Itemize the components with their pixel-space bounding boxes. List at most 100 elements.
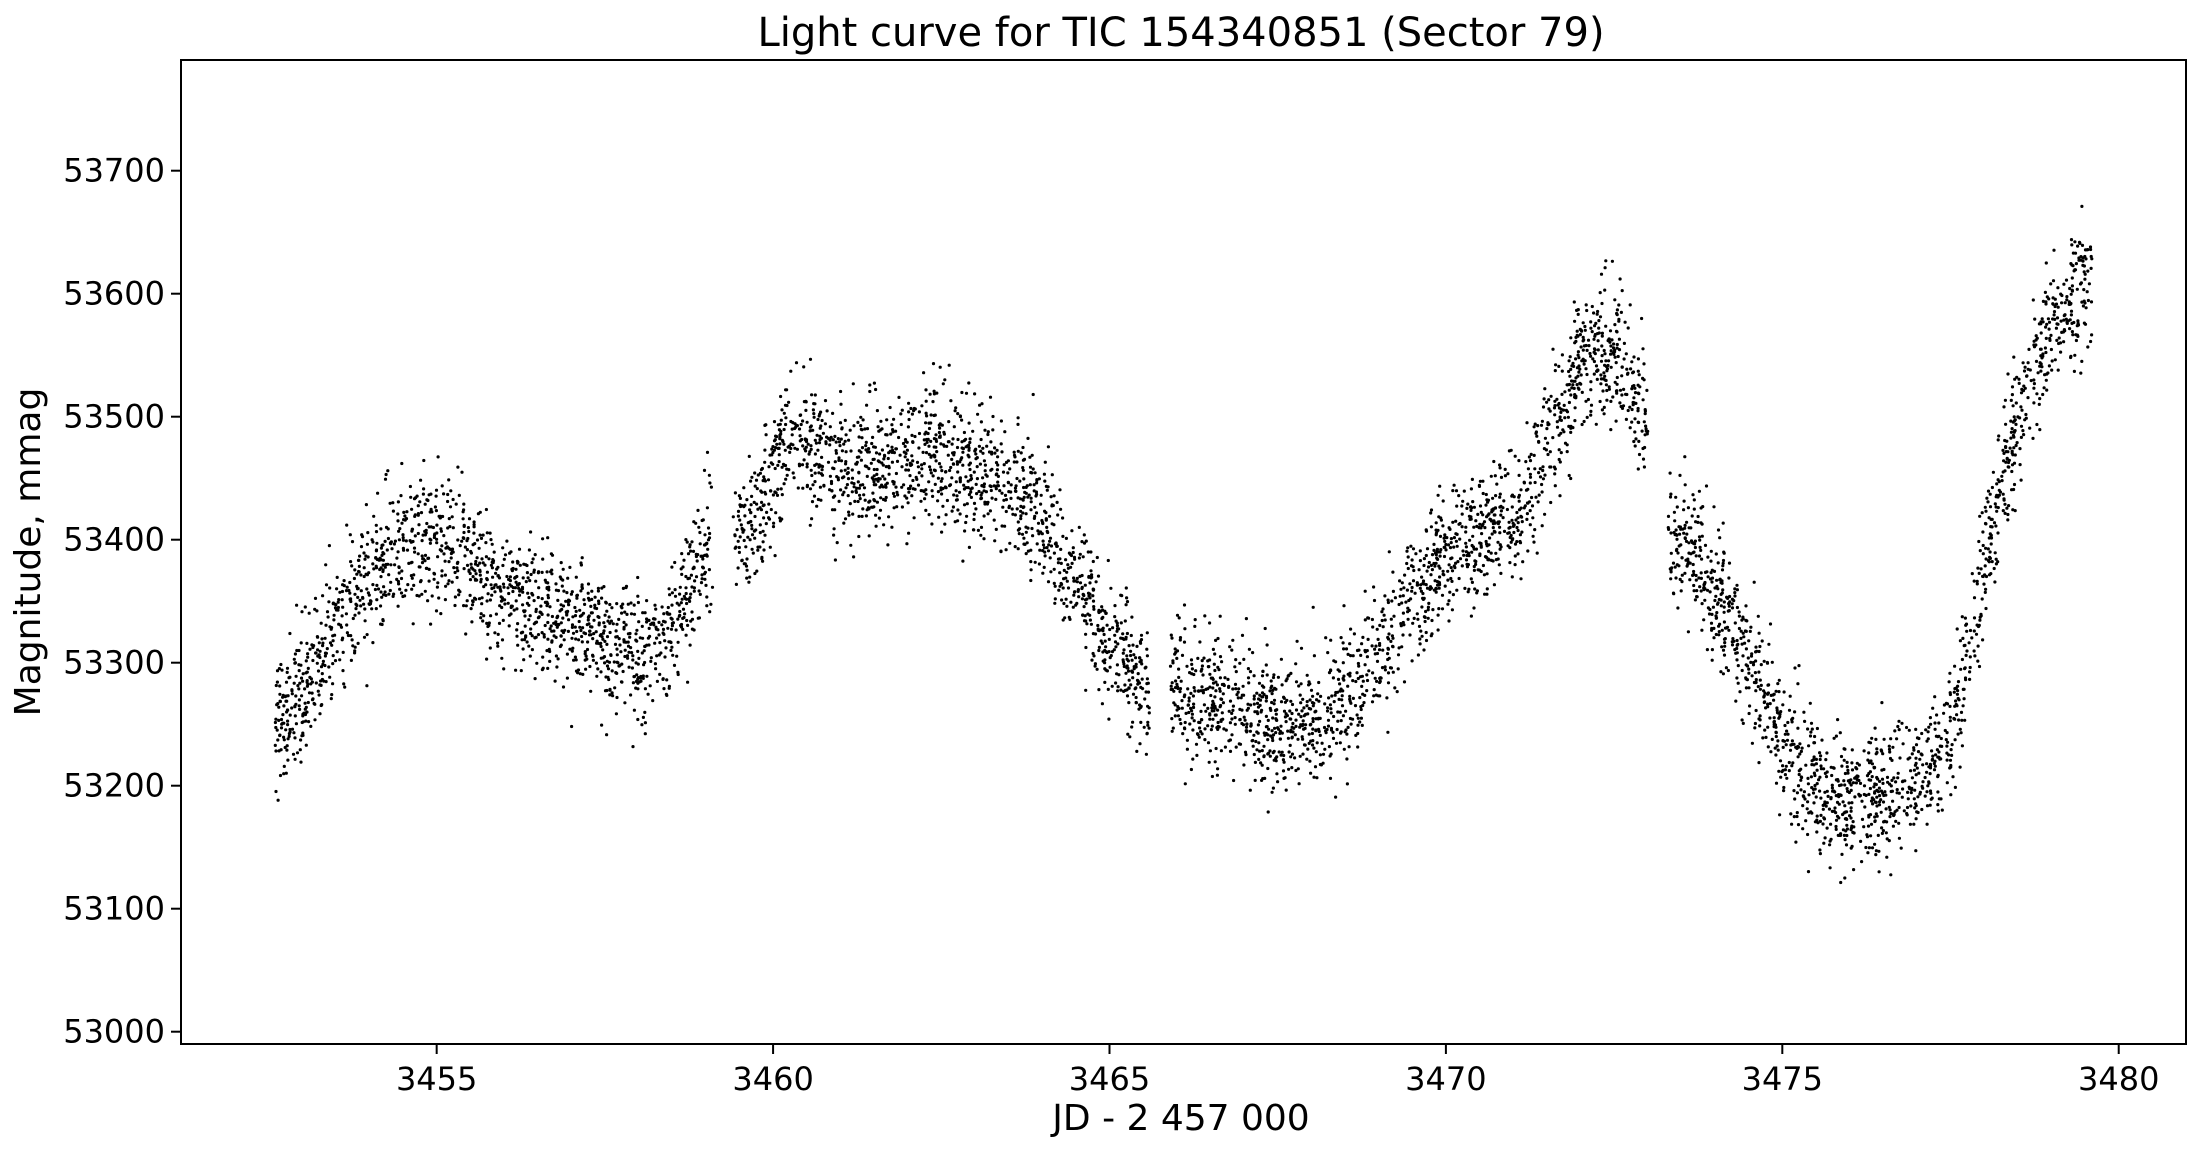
data-point	[1507, 520, 1511, 524]
data-point	[634, 661, 638, 665]
data-point	[1271, 738, 1275, 743]
data-point	[976, 412, 980, 416]
data-point	[1620, 406, 1625, 410]
data-point	[1918, 757, 1922, 761]
data-point	[1390, 634, 1394, 638]
data-point	[669, 616, 673, 620]
data-point	[278, 773, 283, 778]
data-point	[1101, 626, 1105, 630]
data-point	[1722, 605, 1726, 609]
data-point	[789, 446, 793, 451]
data-point	[1517, 459, 1521, 463]
data-point	[1297, 712, 1301, 716]
data-point	[771, 445, 775, 449]
data-point	[483, 563, 487, 567]
data-point	[361, 596, 365, 600]
data-point	[1429, 511, 1433, 515]
data-point	[566, 629, 571, 634]
data-point	[1512, 530, 1516, 535]
data-point	[767, 502, 771, 506]
data-point	[324, 623, 328, 627]
data-point	[589, 633, 593, 637]
data-point	[676, 617, 680, 621]
data-point	[1600, 301, 1604, 306]
data-point	[1180, 706, 1184, 710]
data-point	[1633, 444, 1637, 448]
data-point	[371, 540, 375, 544]
data-point	[597, 601, 601, 606]
data-point	[658, 672, 662, 677]
data-point	[929, 413, 933, 417]
data-point	[1311, 717, 1315, 721]
data-point	[1144, 752, 1148, 756]
data-point	[478, 561, 482, 565]
data-point	[374, 564, 378, 568]
data-point	[1145, 682, 1149, 686]
data-point	[1263, 776, 1267, 781]
data-point	[1615, 342, 1619, 347]
data-point	[277, 749, 281, 753]
data-point	[1371, 671, 1375, 675]
data-point	[357, 569, 361, 574]
data-point	[608, 693, 612, 697]
data-point	[805, 462, 809, 466]
data-point	[1370, 644, 1374, 648]
data-point	[507, 624, 511, 628]
data-point	[705, 450, 710, 454]
data-point	[1045, 525, 1049, 530]
data-point	[1342, 604, 1346, 608]
data-point	[1420, 634, 1424, 638]
data-point	[448, 505, 453, 509]
data-point	[318, 712, 322, 716]
data-point	[1336, 710, 1340, 714]
data-point	[496, 585, 500, 589]
data-point	[1817, 778, 1821, 782]
data-point	[1131, 676, 1135, 680]
data-point	[1275, 708, 1279, 712]
data-point	[1209, 728, 1213, 732]
data-point	[480, 602, 484, 606]
data-point	[1242, 657, 1246, 662]
data-point	[811, 483, 815, 487]
data-point	[311, 658, 315, 663]
data-point	[379, 575, 383, 579]
data-point	[1189, 658, 1194, 662]
data-point	[1218, 687, 1222, 691]
data-point	[532, 570, 536, 574]
data-point	[532, 599, 536, 603]
data-point	[315, 661, 319, 665]
data-point	[1934, 753, 1938, 757]
data-point	[379, 527, 383, 531]
data-point	[1176, 686, 1180, 691]
data-point	[614, 635, 618, 639]
data-point	[354, 607, 358, 611]
data-point	[521, 590, 525, 594]
data-point	[750, 547, 754, 551]
data-point	[1553, 369, 1557, 373]
data-point	[836, 478, 841, 482]
data-point	[1097, 645, 1101, 650]
data-point	[326, 615, 330, 619]
data-point	[1442, 545, 1446, 550]
data-point	[1401, 633, 1405, 637]
data-point	[310, 643, 314, 647]
data-point	[354, 602, 358, 606]
data-point	[868, 499, 872, 503]
data-point	[383, 539, 387, 544]
data-point	[1481, 491, 1485, 496]
data-point	[1130, 669, 1134, 673]
data-point	[446, 582, 450, 586]
data-point	[1533, 467, 1537, 471]
data-point	[996, 455, 1000, 459]
data-point	[822, 484, 826, 488]
data-point	[1478, 552, 1482, 556]
data-point	[534, 579, 538, 583]
data-point	[1210, 774, 1214, 779]
data-point	[1208, 749, 1212, 753]
data-point	[1103, 639, 1107, 643]
data-point	[505, 574, 509, 579]
data-point	[533, 636, 537, 640]
data-point	[1011, 512, 1015, 516]
data-point	[574, 609, 578, 614]
data-point	[278, 733, 282, 738]
